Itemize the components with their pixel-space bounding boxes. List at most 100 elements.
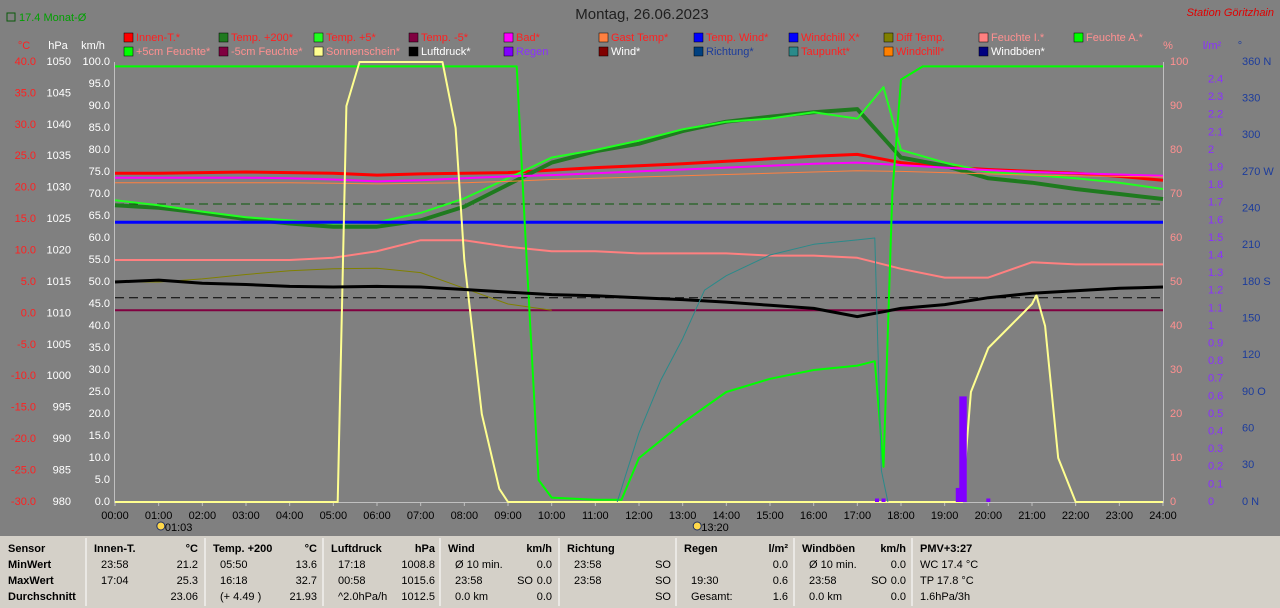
legend-swatch: [978, 46, 989, 57]
legend-swatch: [788, 46, 799, 57]
legend-label: +5cm Feuchte*: [136, 46, 211, 58]
y-tick-label: 0.5: [1208, 408, 1223, 420]
y-tick-label: 180 S: [1242, 276, 1271, 288]
x-tick-label: 00:00: [101, 510, 129, 522]
table-cell: ^2.0hPa/h: [338, 591, 387, 603]
y-tick-label: 990: [53, 433, 71, 445]
table-header: Innen-T.: [94, 543, 136, 555]
y-tick-label: 0.6: [1208, 390, 1223, 402]
table-cell: 23:58: [455, 575, 483, 587]
legend-label: Sonnenschein*: [326, 46, 401, 58]
y-tick-label: 2.1: [1208, 126, 1223, 138]
y-tick-label: 20.0: [15, 182, 36, 194]
legend-swatch: [693, 32, 704, 43]
y-tick-label: 1010: [47, 307, 71, 319]
station-name: Station Göritzhain: [1187, 7, 1274, 19]
y-tick-label: 0.7: [1208, 373, 1223, 385]
legend-label: Diff Temp.: [896, 32, 945, 44]
x-tick-label: 16:00: [800, 510, 828, 522]
y-tick-label: 0.1: [1208, 478, 1223, 490]
table-cell: 0.0: [891, 575, 906, 587]
y-tick-label: 45.0: [89, 298, 110, 310]
x-tick-label: 24:00: [1149, 510, 1177, 522]
table-cell: WC 17.4 °C: [920, 559, 978, 571]
x-tick-label: 13:00: [669, 510, 697, 522]
table-unit: °C: [186, 543, 198, 555]
y-tick-label: 1.6: [1208, 214, 1223, 226]
chart-title: Montag, 26.06.2023: [575, 6, 708, 23]
x-tick-label: 08:00: [451, 510, 479, 522]
table-cell: 17:18: [338, 559, 366, 571]
legend-label: Luftdruck*: [421, 46, 471, 58]
table-cell: 19:30: [691, 575, 719, 587]
legend-swatch: [693, 46, 704, 57]
y-tick-label: 1050: [47, 56, 71, 68]
y-tick-label: 30: [1170, 364, 1182, 376]
y-tick-label: 0.0: [21, 307, 36, 319]
legend-label: Richtung*: [706, 46, 754, 58]
y-tick-label: 0.0: [95, 496, 110, 508]
legend-swatch: [123, 32, 134, 43]
y-tick-label: 90.0: [89, 100, 110, 112]
y-tick-label: 1.8: [1208, 179, 1223, 191]
y-tick-label: 30: [1242, 459, 1254, 471]
legend-swatch: [598, 32, 609, 43]
table-unit: hPa: [415, 543, 436, 555]
legend-label: Bad*: [516, 32, 541, 44]
table-header: Regen: [684, 543, 718, 555]
reference-label: 17.4 Monat-Ø: [19, 12, 87, 24]
table-row-label: Durchschnitt: [8, 591, 76, 603]
y-tick-label: 1.5: [1208, 232, 1223, 244]
table-cell: TP 17.8 °C: [920, 575, 974, 587]
x-tick-label: 19:00: [931, 510, 959, 522]
table-cell: SO: [655, 591, 671, 603]
legend-label: Temp. +5*: [326, 32, 377, 44]
y-tick-label: 995: [53, 402, 71, 414]
x-tick-label: 04:00: [276, 510, 304, 522]
y-tick-label: 1.4: [1208, 250, 1223, 262]
y-tick-label: 50.0: [89, 276, 110, 288]
y-tick-label: 0 N: [1242, 496, 1259, 508]
y-tick-label: 5.0: [21, 276, 36, 288]
y-tick-label: 120: [1242, 349, 1260, 361]
rain-bar: [955, 487, 960, 502]
y-tick-label: 10.0: [89, 452, 110, 464]
y-tick-label: 65.0: [89, 210, 110, 222]
y-tick-label: 55.0: [89, 254, 110, 266]
y-tick-label: 360 N: [1242, 56, 1271, 68]
table-cell: 21.2: [177, 559, 198, 571]
y-tick-label: 20: [1170, 408, 1182, 420]
table-cell: 1012.5: [401, 591, 435, 603]
series-line: [115, 267, 552, 311]
y-tick-label: 80: [1170, 144, 1182, 156]
legend-swatch: [788, 32, 799, 43]
legend-label: Feuchte I.*: [991, 32, 1045, 44]
series-line: [115, 161, 1164, 183]
legend-swatch: [883, 46, 894, 57]
reference-legend-box: [6, 12, 16, 22]
legend-swatch: [883, 32, 894, 43]
table-cell: 05:50: [220, 559, 248, 571]
x-tick-label: 17:00: [844, 510, 872, 522]
y-tick-label: 5.0: [95, 474, 110, 486]
legend-label: Gast Temp*: [611, 32, 669, 44]
y-tick-label: 270 W: [1242, 166, 1274, 178]
series-line: [115, 65, 1163, 501]
x-tick-label: 22:00: [1062, 510, 1090, 522]
table-cell: 25.3: [177, 575, 198, 587]
series-line: [115, 61, 1163, 503]
rain-bar: [962, 396, 967, 502]
legend-swatch: [313, 32, 324, 43]
y-tick-label: 0.4: [1208, 426, 1223, 438]
y-tick-label: 20.0: [89, 408, 110, 420]
y-tick-label: 25.0: [89, 386, 110, 398]
y-tick-label: -25.0: [11, 464, 36, 476]
legend-swatch: [123, 46, 134, 57]
y-tick-label: 2: [1208, 144, 1214, 156]
y-tick-label: 30.0: [15, 119, 36, 131]
y-tick-label: 90: [1170, 100, 1182, 112]
x-tick-label: 12:00: [625, 510, 653, 522]
sun-event-label: 13:20: [701, 522, 729, 534]
legend-label: -5cm Feuchte*: [231, 46, 303, 58]
